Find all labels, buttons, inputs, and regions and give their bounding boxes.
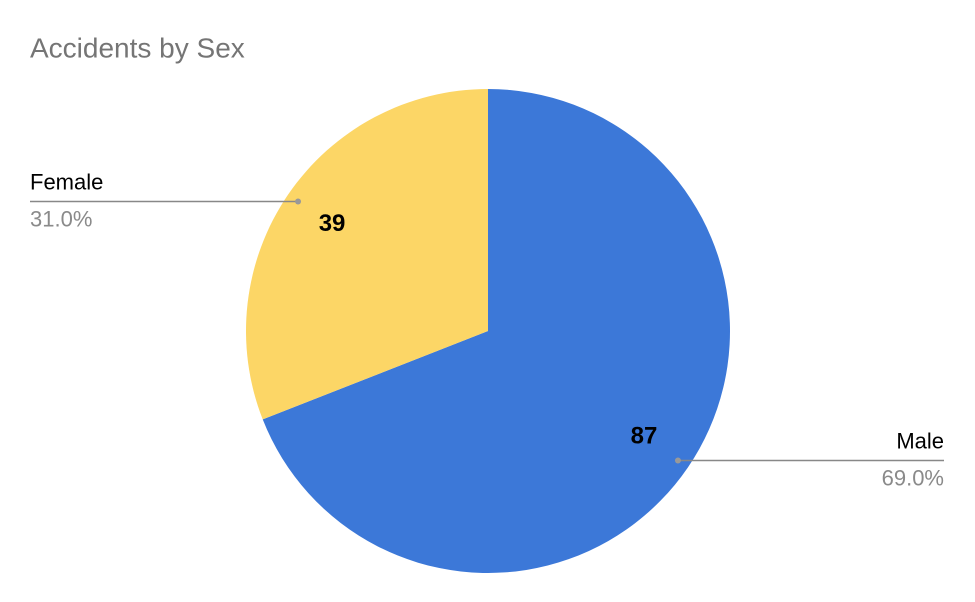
leader-dot xyxy=(295,198,302,205)
pie-slice xyxy=(262,89,730,573)
chart-title: Accidents by Sex xyxy=(30,32,245,63)
value-label: 39 xyxy=(319,210,346,237)
pie-slice xyxy=(245,89,488,420)
percent-label: 31.0% xyxy=(30,206,92,231)
value-label: 87 xyxy=(631,423,658,450)
leader-dot xyxy=(674,457,681,464)
category-label: Male xyxy=(896,428,944,453)
percent-label: 69.0% xyxy=(882,465,944,490)
category-label: Female xyxy=(30,169,103,194)
